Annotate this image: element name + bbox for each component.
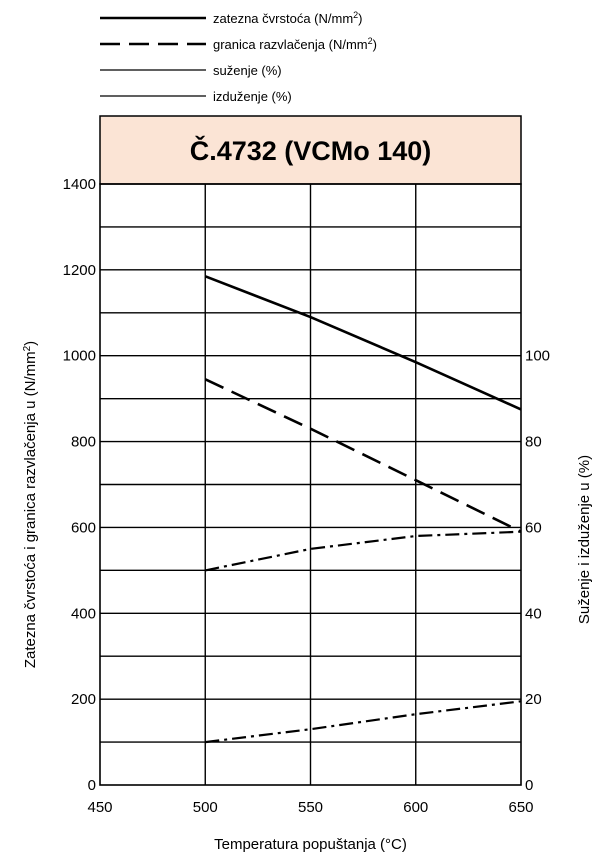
y2-tick-label: 100 <box>525 348 550 365</box>
title-box <box>99 115 522 185</box>
plot-frame <box>99 183 522 786</box>
y2-tick-label: 80 <box>525 434 542 451</box>
legend-label-4: izduženje (%) <box>213 89 292 104</box>
series-line-2 <box>204 378 522 533</box>
legend: zatezna čvrstoća (N/mm2) granica razvlače… <box>100 10 377 104</box>
legend-label-3: suženje (%) <box>213 63 282 78</box>
chart-title: Č.4732 (VCMo 140) <box>190 135 432 166</box>
legend-label-2: granica razvlačenja (N/mm2) <box>213 36 377 52</box>
series-line-1 <box>204 275 522 411</box>
y-tick-label: 1000 <box>63 348 96 365</box>
y2-tick-label: 40 <box>525 605 542 622</box>
x-tick-label: 650 <box>508 799 533 816</box>
y-axis-label: Zatezna čvrstoća i granica razvlačenja u… <box>22 341 40 668</box>
series-layer <box>204 275 522 744</box>
legend-label-1: zatezna čvrstoća (N/mm2) <box>213 10 363 26</box>
x-tick-label: 550 <box>298 799 323 816</box>
tick-labels: 450 500 550 600 6500200400600800100012001400… <box>63 176 550 816</box>
x-tick-label: 600 <box>403 799 428 816</box>
y2-tick-label: 20 <box>525 691 542 708</box>
y2-tick-label: 60 <box>525 519 542 536</box>
y2-axis-label: Suženje i izduženje u (%) <box>576 455 593 624</box>
y2-tick-label: 0 <box>525 777 533 794</box>
y-tick-label: 0 <box>88 777 96 794</box>
x-axis-label: Temperatura popuštanja (°C) <box>214 836 407 853</box>
y-tick-label: 800 <box>71 434 96 451</box>
series-line-3 <box>205 530 522 572</box>
series-line-4 <box>205 700 522 744</box>
y-tick-label: 400 <box>71 605 96 622</box>
x-tick-label: 450 <box>87 799 112 816</box>
x-tick-label: 500 <box>193 799 218 816</box>
y-tick-label: 600 <box>71 519 96 536</box>
y-tick-label: 1400 <box>63 176 96 193</box>
y-tick-label: 1200 <box>63 262 96 279</box>
grid <box>100 184 521 785</box>
y-tick-label: 200 <box>71 691 96 708</box>
